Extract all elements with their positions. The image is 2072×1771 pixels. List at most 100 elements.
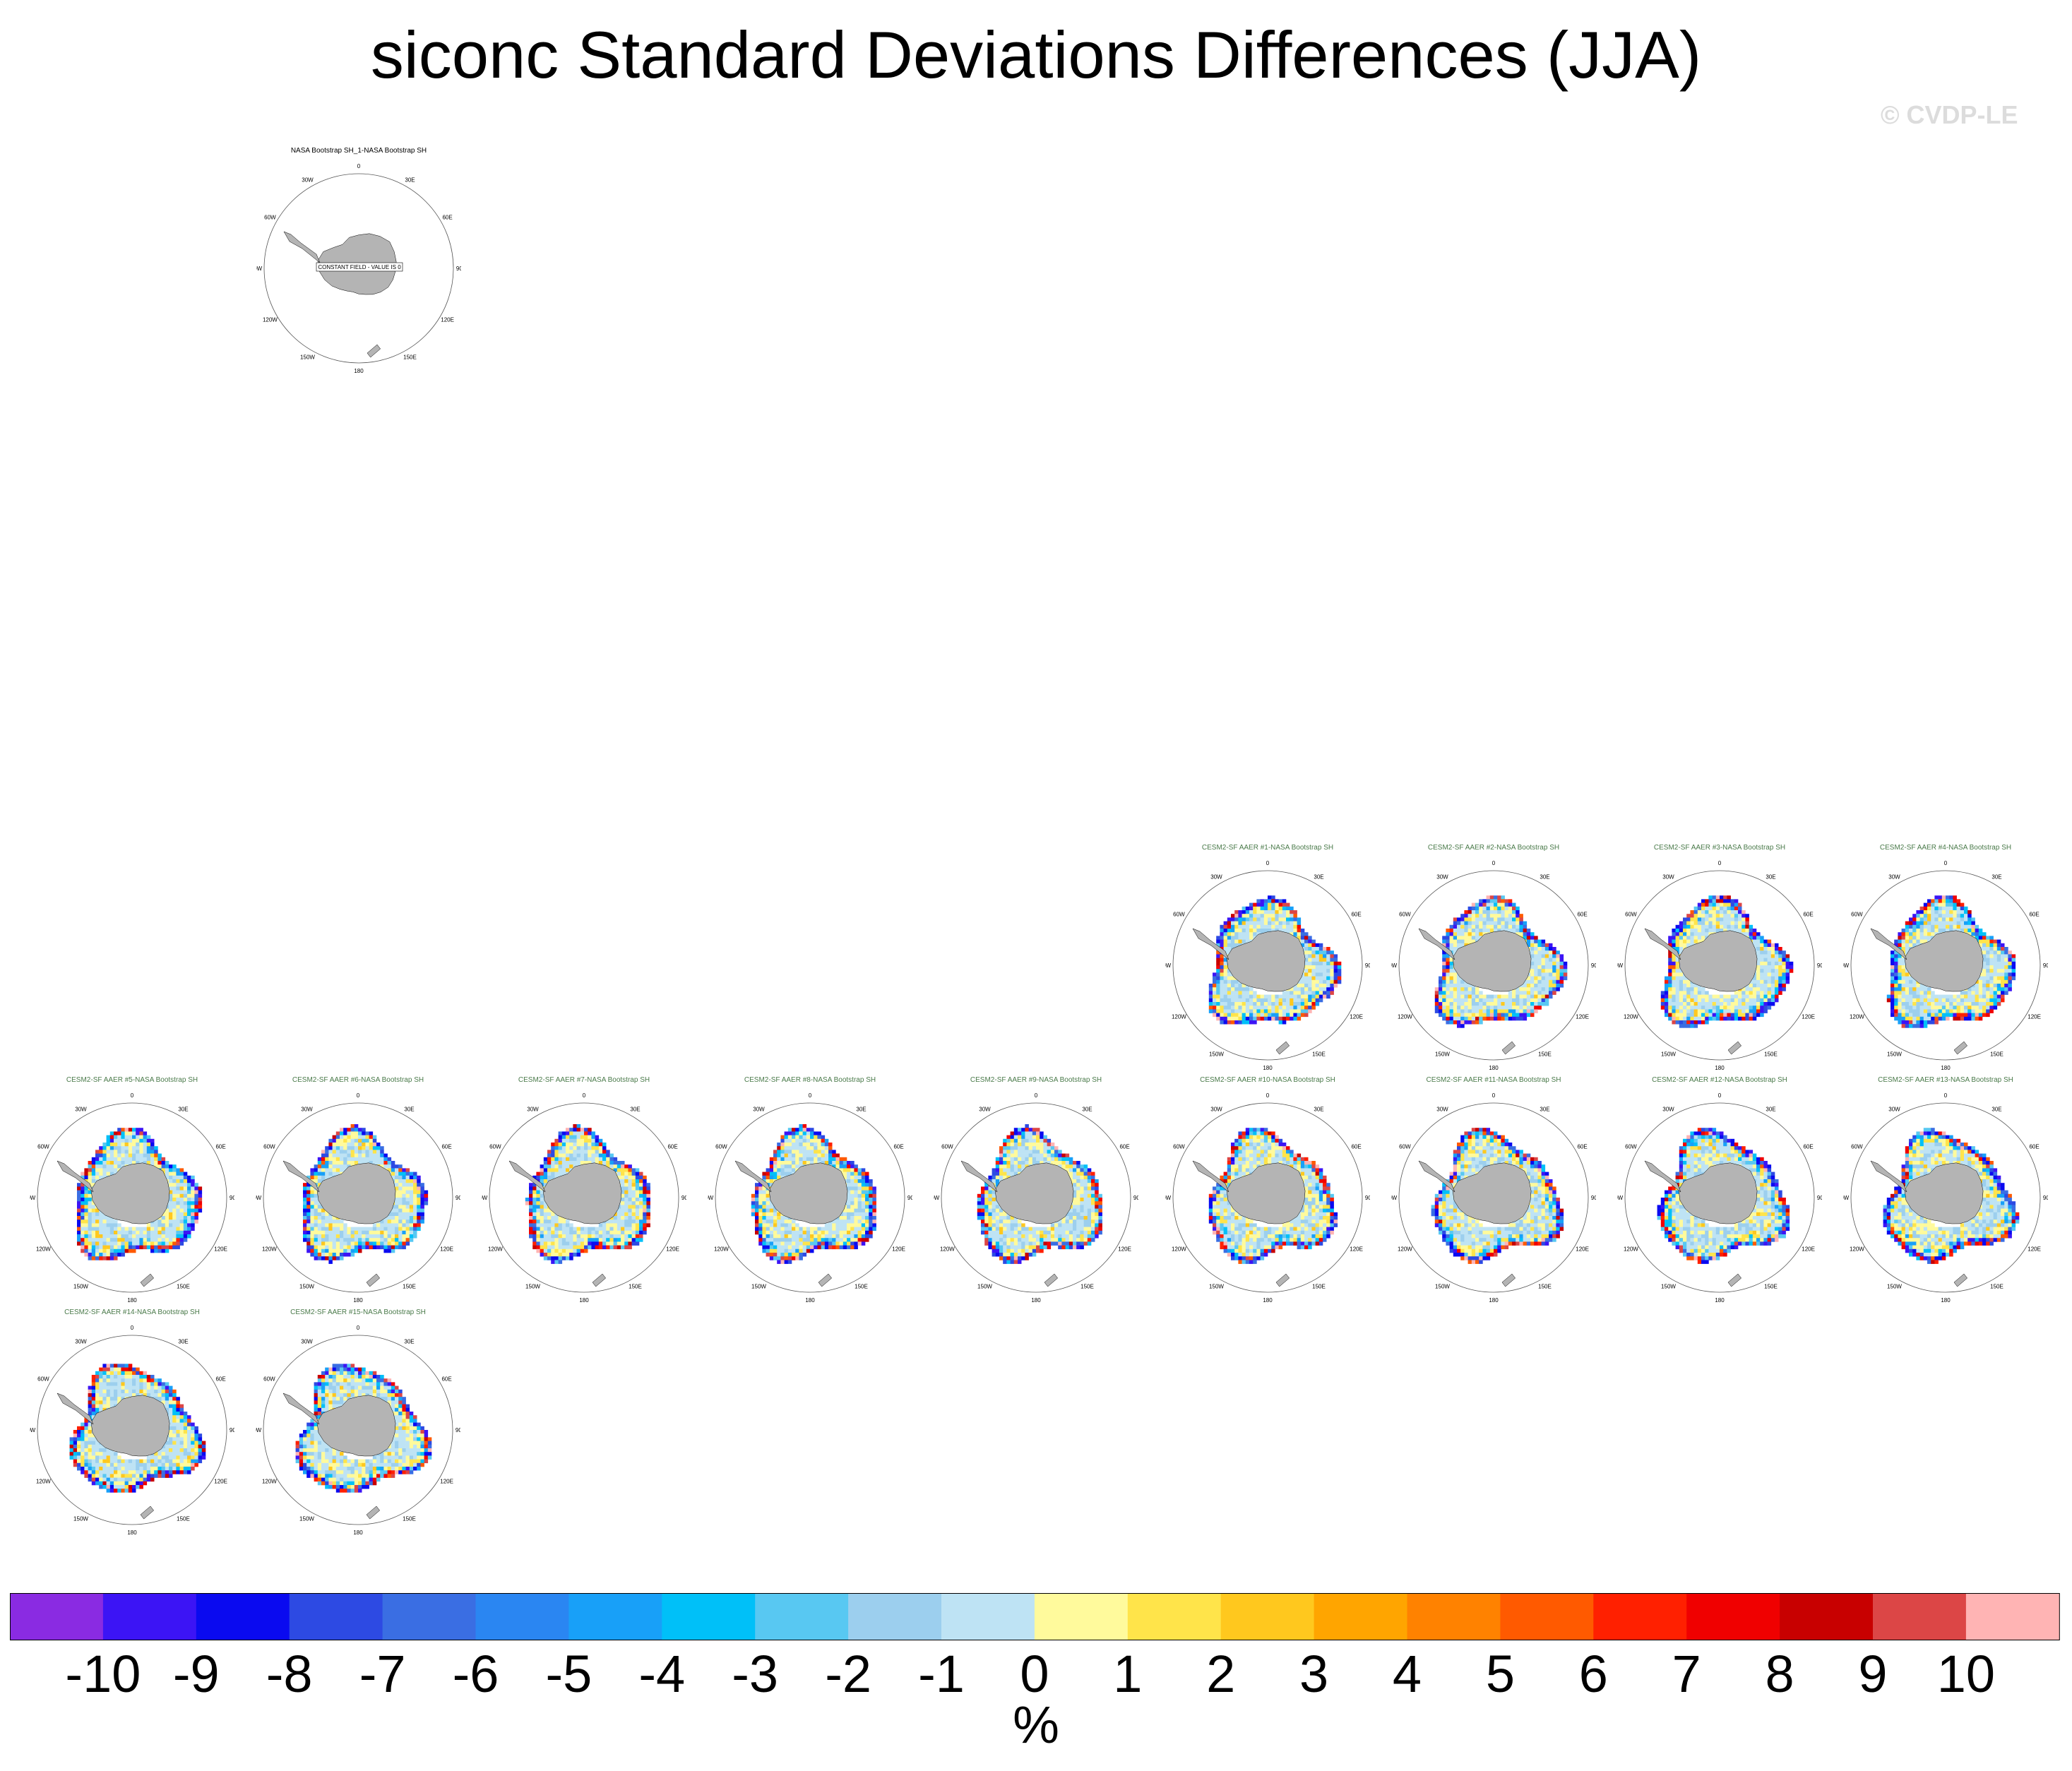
grid-cell bbox=[1227, 969, 1232, 973]
grid-cell bbox=[1690, 984, 1694, 988]
grid-cell bbox=[1720, 906, 1724, 911]
grid-cell bbox=[543, 1220, 548, 1224]
grid-cell bbox=[2008, 950, 2012, 955]
grid-cell bbox=[1993, 958, 1998, 962]
grid-cell bbox=[383, 1227, 388, 1232]
longitude-label: 60W bbox=[1625, 912, 1637, 918]
grid-cell bbox=[1253, 1009, 1257, 1013]
grid-cell bbox=[154, 1245, 158, 1250]
grid-cell bbox=[169, 1216, 173, 1220]
grid-cell bbox=[77, 1186, 81, 1191]
grid-cell bbox=[1534, 954, 1538, 958]
grid-cell bbox=[580, 1143, 585, 1147]
grid-cell bbox=[310, 1212, 314, 1217]
grid-cell bbox=[77, 1190, 81, 1195]
grid-cell bbox=[1708, 895, 1713, 900]
grid-cell bbox=[310, 1186, 314, 1191]
grid-cell bbox=[198, 1190, 203, 1195]
grid-cell bbox=[1449, 987, 1454, 991]
grid-cell bbox=[1956, 910, 1961, 914]
grid-cell bbox=[332, 1171, 337, 1176]
grid-cell bbox=[1679, 976, 1684, 981]
grid-cell bbox=[554, 1171, 559, 1176]
grid-cell bbox=[1516, 1009, 1520, 1013]
grid-cell bbox=[376, 1234, 381, 1239]
grid-cell bbox=[617, 1212, 621, 1217]
grid-cell bbox=[1271, 921, 1275, 926]
grid-cell bbox=[1453, 976, 1458, 981]
grid-cell bbox=[1479, 924, 1483, 929]
grid-cell bbox=[1449, 932, 1454, 936]
grid-cell bbox=[1919, 936, 1924, 940]
grid-cell bbox=[139, 1157, 143, 1162]
grid-cell bbox=[128, 1234, 133, 1239]
grid-cell bbox=[1293, 914, 1297, 918]
grid-cell bbox=[1905, 1016, 1910, 1021]
grid-cell bbox=[1245, 1002, 1250, 1006]
grid-cell bbox=[1934, 1009, 1939, 1013]
grid-cell bbox=[529, 1223, 533, 1227]
grid-cell bbox=[405, 1198, 410, 1202]
grid-cell bbox=[1912, 914, 1917, 918]
grid-cell bbox=[1705, 917, 1709, 922]
grid-cell bbox=[1975, 991, 1979, 995]
grid-cell bbox=[109, 1161, 114, 1165]
grid-cell bbox=[150, 1227, 155, 1232]
grid-cell bbox=[150, 1153, 155, 1158]
grid-cell bbox=[1697, 932, 1702, 936]
grid-cell bbox=[1489, 998, 1494, 1003]
grid-cell bbox=[179, 1223, 184, 1227]
grid-cell bbox=[187, 1183, 191, 1187]
grid-cell bbox=[1260, 929, 1265, 933]
grid-cell bbox=[1923, 929, 1928, 933]
grid-cell bbox=[132, 1241, 136, 1246]
grid-cell bbox=[157, 1230, 162, 1235]
grid-cell bbox=[1686, 1006, 1691, 1010]
grid-cell bbox=[1434, 1006, 1439, 1010]
grid-cell bbox=[1672, 991, 1676, 995]
grid-cell bbox=[150, 1230, 155, 1235]
grid-cell bbox=[639, 1201, 643, 1205]
grid-cell bbox=[1290, 910, 1294, 914]
grid-cell bbox=[81, 1186, 85, 1191]
grid-cell bbox=[1901, 939, 1906, 944]
grid-cell bbox=[646, 1190, 650, 1195]
grid-cell bbox=[1227, 947, 1232, 951]
grid-cell bbox=[1471, 914, 1476, 918]
grid-cell bbox=[102, 1253, 107, 1257]
grid-cell bbox=[1763, 939, 1768, 944]
grid-cell bbox=[179, 1238, 184, 1242]
grid-cell bbox=[306, 1175, 311, 1180]
grid-cell bbox=[1457, 1016, 1461, 1021]
grid-cell bbox=[1275, 994, 1279, 999]
grid-cell bbox=[350, 1131, 355, 1135]
grid-cell bbox=[139, 1131, 143, 1135]
grid-cell bbox=[1931, 924, 1935, 929]
grid-cell bbox=[1453, 984, 1458, 988]
grid-cell bbox=[328, 1168, 333, 1172]
grid-cell bbox=[1891, 958, 1895, 962]
grid-cell bbox=[143, 1234, 148, 1239]
grid-cell bbox=[1931, 1002, 1935, 1006]
grid-cell bbox=[1760, 936, 1764, 940]
grid-cell bbox=[1894, 987, 1898, 991]
grid-cell bbox=[1523, 1006, 1528, 1010]
grid-cell bbox=[1253, 902, 1257, 907]
grid-cell bbox=[183, 1190, 188, 1195]
grid-cell bbox=[350, 1138, 355, 1143]
grid-cell bbox=[1775, 961, 1779, 966]
grid-cell bbox=[1996, 958, 2001, 962]
grid-cell bbox=[1734, 1013, 1739, 1018]
grid-cell bbox=[1978, 1009, 1983, 1013]
grid-cell bbox=[635, 1212, 640, 1217]
grid-cell bbox=[409, 1179, 414, 1183]
grid-cell bbox=[1891, 1002, 1895, 1006]
grid-cell bbox=[1311, 976, 1316, 981]
grid-cell bbox=[1541, 969, 1546, 973]
grid-cell bbox=[1715, 1002, 1720, 1006]
grid-cell bbox=[551, 1146, 555, 1150]
grid-cell bbox=[1439, 979, 1443, 984]
grid-cell bbox=[1971, 1002, 1975, 1006]
grid-cell bbox=[1967, 932, 1972, 936]
grid-cell bbox=[1256, 910, 1261, 914]
